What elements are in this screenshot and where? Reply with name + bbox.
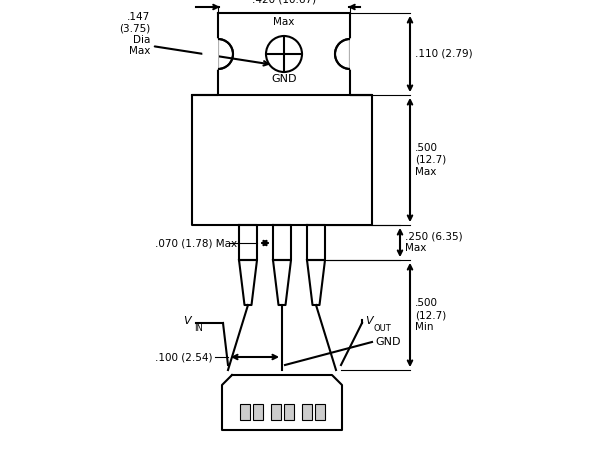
Bar	[271, 404, 281, 420]
Polygon shape	[192, 13, 372, 225]
Text: .250 (6.35)
Max: .250 (6.35) Max	[405, 232, 463, 253]
Text: .420 (10.67): .420 (10.67)	[252, 0, 316, 5]
Text: $V$: $V$	[365, 314, 375, 326]
Polygon shape	[307, 260, 325, 305]
Text: GND: GND	[271, 74, 297, 84]
Bar	[314, 404, 325, 420]
Text: GND: GND	[375, 337, 401, 347]
Polygon shape	[239, 225, 257, 260]
Text: .500
(12.7)
Min: .500 (12.7) Min	[415, 298, 446, 332]
Wedge shape	[203, 39, 218, 69]
Text: .110 (2.79): .110 (2.79)	[415, 49, 473, 59]
Text: .070 (1.78) Max: .070 (1.78) Max	[155, 238, 237, 248]
Polygon shape	[307, 225, 325, 260]
Polygon shape	[222, 375, 342, 430]
Bar	[284, 404, 293, 420]
Bar	[302, 404, 311, 420]
Text: IN: IN	[194, 324, 203, 333]
Polygon shape	[273, 225, 291, 260]
Circle shape	[266, 36, 302, 72]
Bar	[253, 404, 263, 420]
Text: .100 (2.54): .100 (2.54)	[155, 352, 212, 362]
Bar	[239, 404, 250, 420]
Text: .500
(12.7)
Max: .500 (12.7) Max	[415, 144, 446, 176]
Text: OUT: OUT	[373, 324, 391, 333]
Text: Max: Max	[274, 17, 295, 27]
Text: .147
(3.75)
Dia
Max: .147 (3.75) Dia Max	[119, 12, 150, 56]
Wedge shape	[350, 39, 365, 69]
Polygon shape	[273, 260, 291, 305]
Polygon shape	[239, 260, 257, 305]
Text: $V$: $V$	[183, 314, 193, 326]
